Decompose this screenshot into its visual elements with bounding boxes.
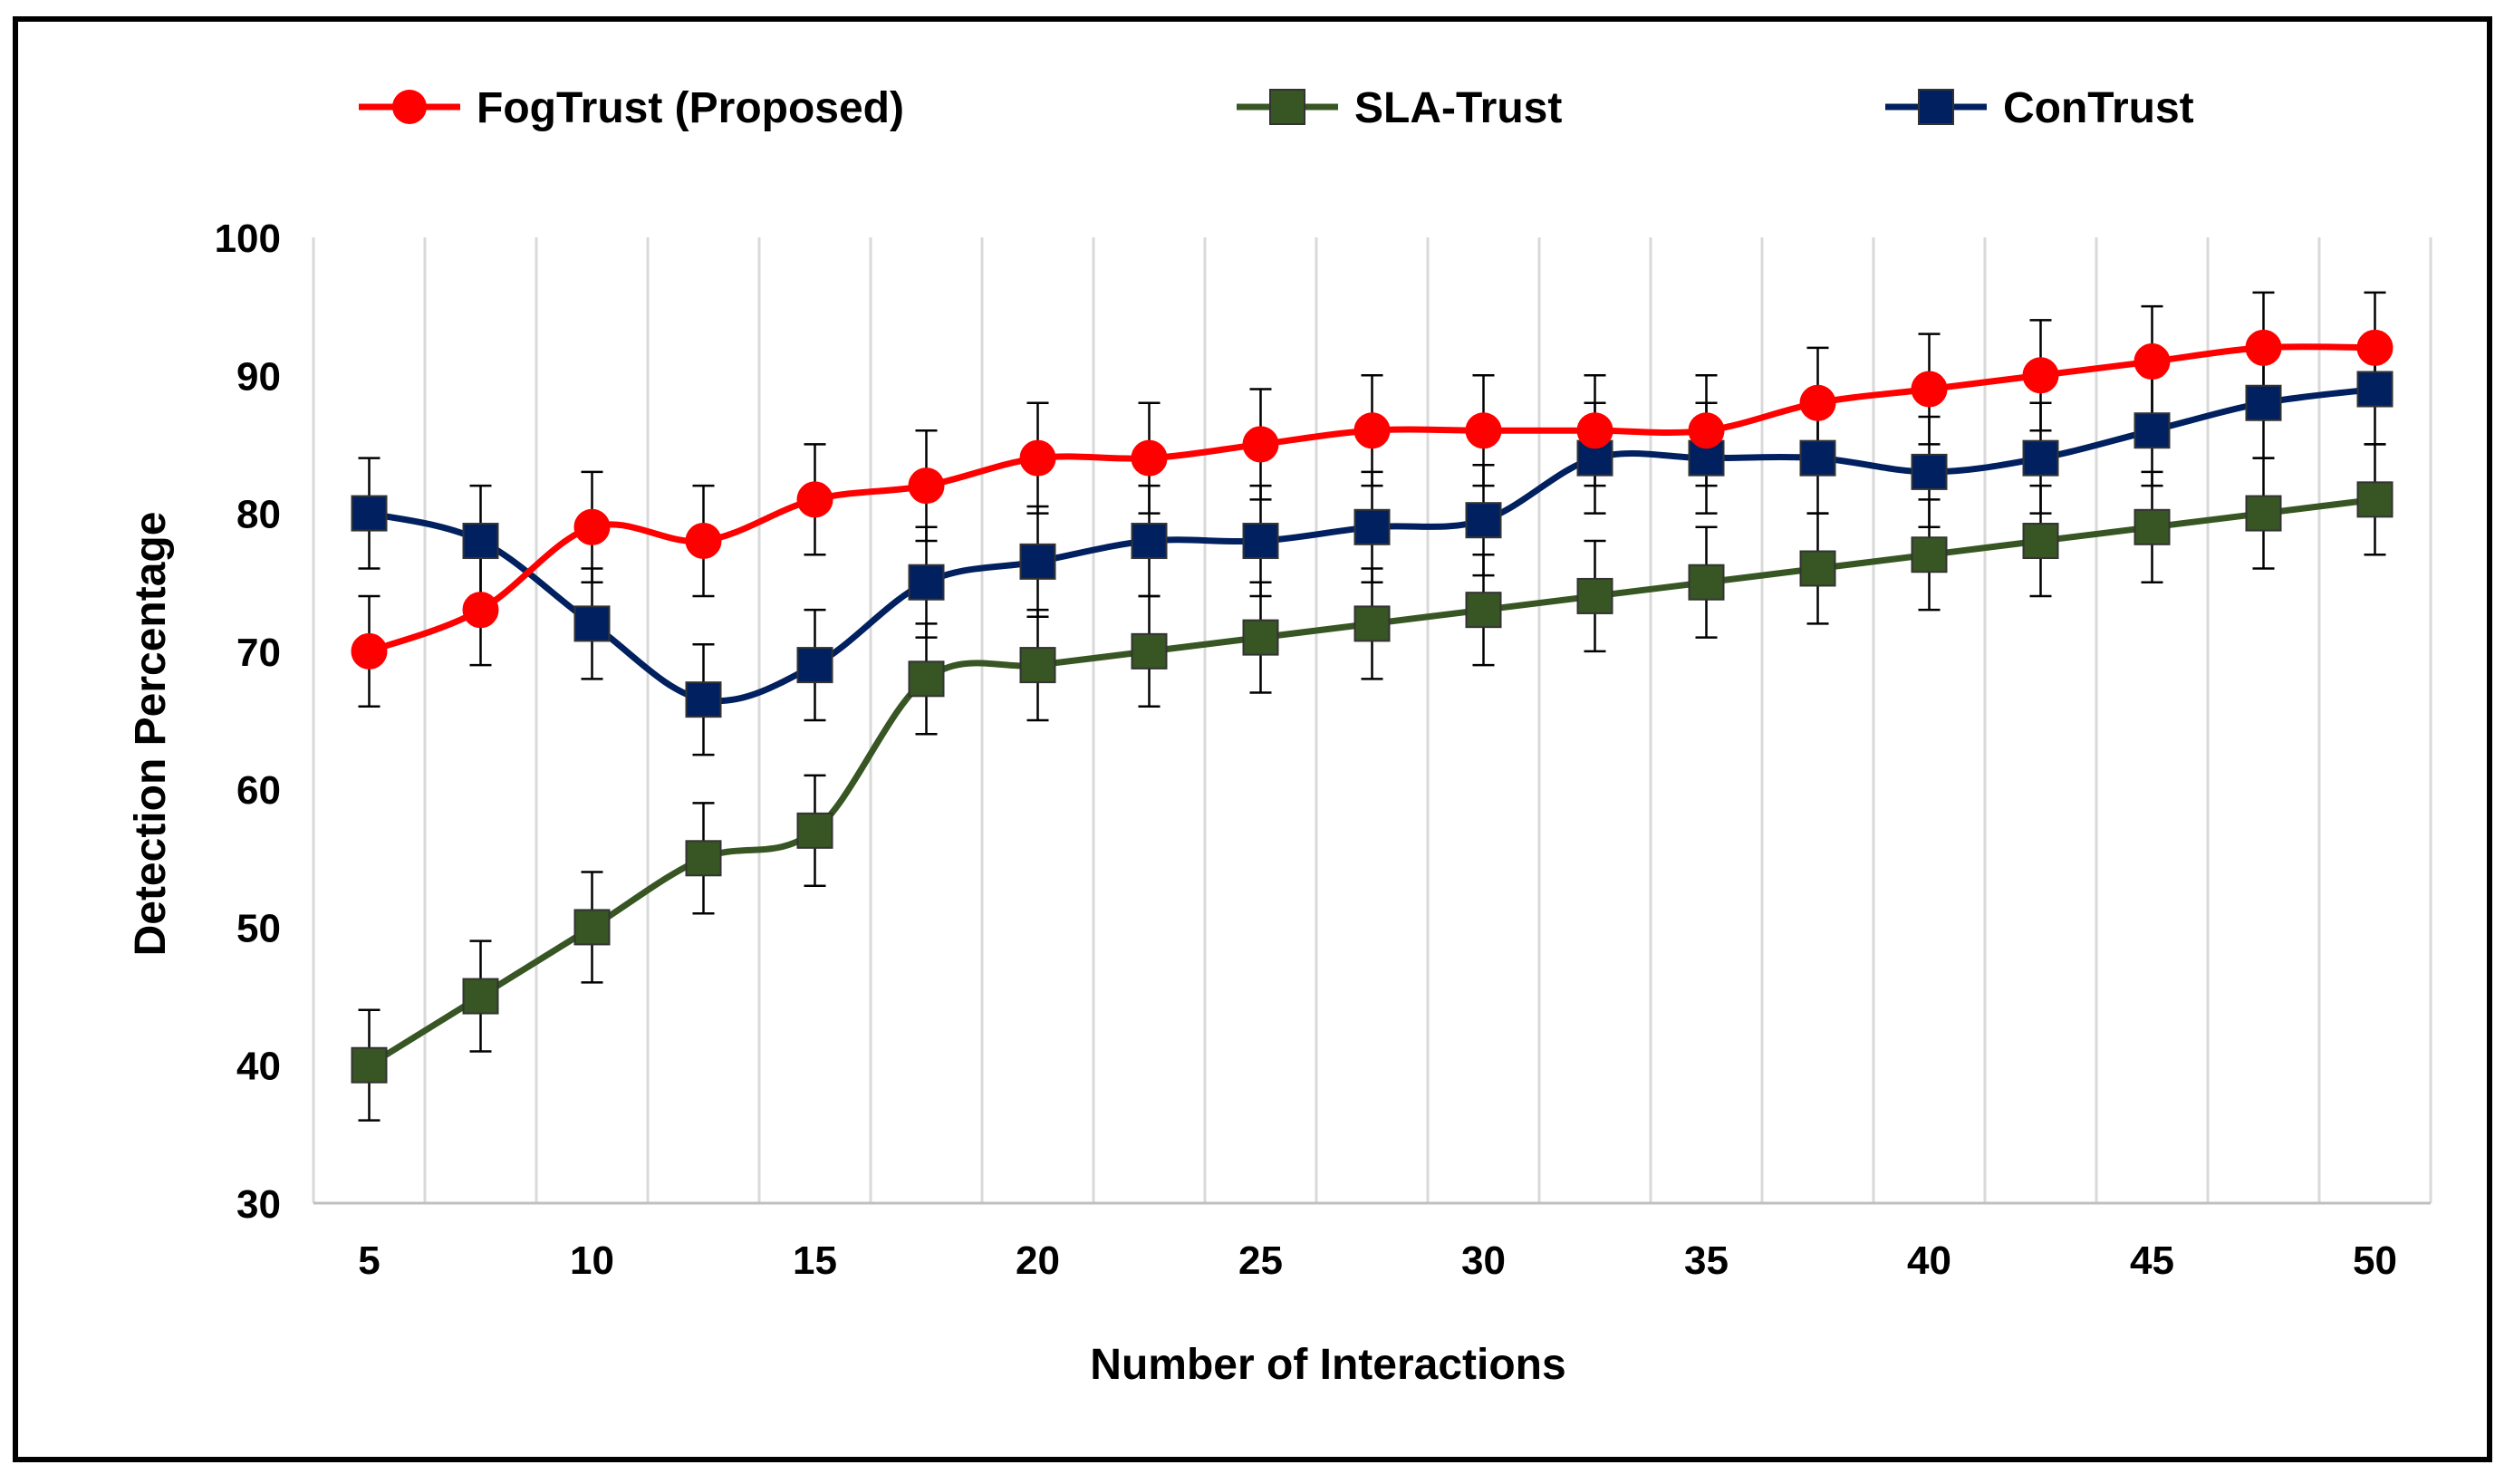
- data-point: [1911, 536, 1948, 573]
- legend-marker: [392, 90, 427, 124]
- data-point: [2022, 439, 2059, 477]
- data-point: [1242, 523, 1279, 560]
- tick-labels: 30 40 50 60 70 80 90 100 5 10 15 20 25 30 35 40 45 50: [215, 217, 2397, 1283]
- x-tick-label: 45: [2130, 1238, 2174, 1283]
- data-point: [573, 508, 611, 545]
- data-point: [1131, 439, 1168, 477]
- legend-label: ConTrust: [2003, 84, 2194, 132]
- y-tick-label: 60: [236, 768, 281, 813]
- data-point: [2356, 371, 2394, 408]
- data-point: [796, 481, 833, 518]
- y-tick-label: 80: [236, 493, 281, 537]
- data-point: [1131, 523, 1168, 560]
- legend-marker: [1269, 89, 1305, 125]
- y-tick-label: 50: [236, 906, 281, 950]
- chart-frame: 30 40 50 60 70 80 90 100 5 10 15 20 25 30 35 40 45 50 Fog…: [13, 16, 2492, 1462]
- x-tick-label: 40: [1907, 1238, 1951, 1283]
- series: [351, 329, 2394, 1084]
- data-point: [573, 605, 611, 642]
- y-tick-label: 40: [236, 1045, 281, 1089]
- data-point: [2134, 343, 2171, 381]
- data-point: [685, 523, 722, 560]
- data-point: [1353, 605, 1391, 642]
- y-axis-title: Detection Percentage: [127, 512, 175, 957]
- legend-item: SLA-Trust: [1237, 84, 1562, 132]
- data-point: [1242, 426, 1279, 463]
- data-point: [1019, 543, 1056, 580]
- data-point: [1019, 439, 1056, 477]
- data-point: [1799, 550, 1836, 587]
- x-tick-label: 30: [1461, 1238, 1506, 1283]
- data-point: [1465, 412, 1502, 449]
- data-point: [2134, 412, 2171, 449]
- data-point: [2245, 329, 2282, 366]
- series-contrust: [351, 371, 2394, 718]
- line-chart: 30 40 50 60 70 80 90 100 5 10 15 20 25 30 35 40 45 50 Fog…: [127, 84, 2432, 1389]
- data-point: [1353, 508, 1391, 545]
- data-point: [1911, 371, 1948, 408]
- x-axis-title: Number of Interactions: [1090, 1341, 1565, 1389]
- data-point: [908, 564, 945, 601]
- x-tick-label: 15: [793, 1238, 837, 1283]
- y-tick-label: 100: [215, 217, 281, 261]
- legend-label: FogTrust (Proposed): [477, 84, 904, 132]
- data-point: [1465, 502, 1502, 539]
- legend: FogTrust (Proposed) SLA-Trust ConTrust: [359, 84, 2194, 132]
- data-point: [573, 909, 611, 946]
- data-point: [2245, 384, 2282, 421]
- x-tick-label: 10: [570, 1238, 614, 1283]
- data-point: [685, 681, 722, 718]
- data-point: [462, 592, 499, 629]
- data-point: [1353, 412, 1391, 449]
- data-point: [2356, 481, 2394, 518]
- data-point: [1242, 619, 1279, 656]
- data-point: [1576, 412, 1613, 449]
- gridlines: [312, 237, 2432, 1203]
- data-point: [2022, 523, 2059, 560]
- x-tick-label: 25: [1238, 1238, 1283, 1283]
- data-point: [1576, 577, 1613, 614]
- legend-item: FogTrust (Proposed): [359, 84, 904, 132]
- legend-marker: [1918, 89, 1954, 125]
- data-point: [1799, 439, 1836, 477]
- x-tick-label: 5: [358, 1238, 380, 1283]
- legend-item: ConTrust: [1885, 84, 2194, 132]
- data-point: [1019, 647, 1056, 684]
- series-fogtrust-proposed-: [351, 329, 2394, 670]
- data-point: [2356, 329, 2394, 366]
- y-tick-label: 90: [236, 354, 281, 399]
- data-point: [1911, 453, 1948, 490]
- y-tick-label: 30: [236, 1182, 281, 1227]
- x-tick-label: 50: [2353, 1238, 2397, 1283]
- data-point: [2134, 508, 2171, 545]
- data-point: [462, 978, 499, 1015]
- data-point: [1131, 632, 1168, 670]
- data-point: [462, 523, 499, 560]
- data-point: [1688, 564, 1725, 601]
- data-point: [1576, 439, 1613, 477]
- data-point: [796, 647, 833, 684]
- y-tick-label: 70: [236, 631, 281, 675]
- data-point: [1465, 592, 1502, 629]
- legend-label: SLA-Trust: [1354, 84, 1562, 132]
- data-point: [2022, 357, 2059, 394]
- data-point: [685, 840, 722, 877]
- data-point: [908, 467, 945, 505]
- data-point: [1799, 384, 1836, 421]
- data-point: [908, 660, 945, 698]
- data-point: [796, 812, 833, 849]
- data-point: [351, 632, 388, 670]
- series-sla-trust: [351, 481, 2394, 1084]
- data-point: [1688, 412, 1725, 449]
- data-point: [351, 1046, 388, 1084]
- data-point: [351, 495, 388, 532]
- data-point: [2245, 495, 2282, 532]
- x-tick-label: 20: [1016, 1238, 1060, 1283]
- x-tick-label: 35: [1684, 1238, 1729, 1283]
